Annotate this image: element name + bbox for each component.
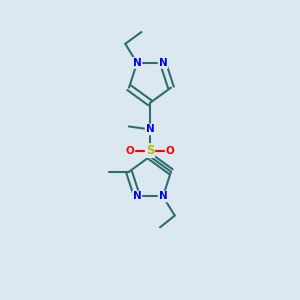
- Text: N: N: [133, 191, 141, 201]
- Text: N: N: [159, 58, 167, 68]
- Text: N: N: [133, 58, 141, 68]
- Text: O: O: [126, 146, 134, 156]
- Text: S: S: [146, 144, 154, 157]
- Text: O: O: [166, 146, 174, 156]
- Text: N: N: [146, 124, 154, 134]
- Text: N: N: [159, 191, 167, 201]
